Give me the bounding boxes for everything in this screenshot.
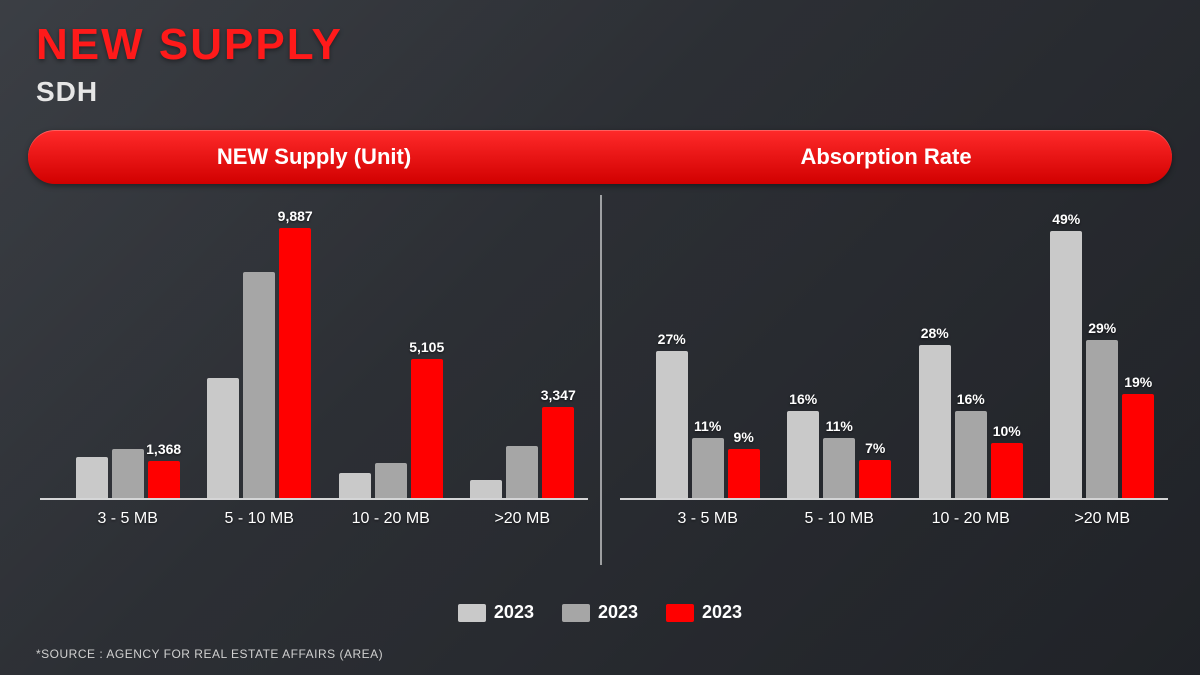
bar (112, 449, 144, 498)
supply-chart: 1,368 3 - 5 MB 9,887 5 - 10 MB 5,105 10 - 20 … (40, 200, 588, 550)
bar: 11% (823, 438, 855, 498)
category-label: 3 - 5 MB (677, 510, 737, 528)
bar: 16% (955, 411, 987, 498)
bar (470, 480, 502, 498)
bar: 3,347 (542, 407, 574, 498)
legend-label: 2023 (598, 602, 638, 623)
section-banner: NEW Supply (Unit) Absorption Rate (28, 130, 1172, 184)
bar-value-label: 9,887 (278, 208, 313, 224)
legend-item: 2023 (666, 602, 742, 623)
category-label: 10 - 20 MB (352, 510, 430, 528)
bar: 27% (656, 351, 688, 498)
bar-group: 27%11%9% (656, 351, 760, 498)
bar: 9,887 (279, 228, 311, 498)
category-label: >20 MB (1074, 510, 1130, 528)
bar (76, 457, 108, 498)
bar-group: 3,347 (470, 407, 574, 498)
chart-divider (600, 195, 602, 565)
page-subtitle: SDH (36, 76, 98, 108)
category-label: >20 MB (494, 510, 550, 528)
absorption-chart: 27%11%9%3 - 5 MB16%11%7%5 - 10 MB28%16%1… (620, 200, 1168, 550)
bar-group: 28%16%10% (919, 345, 1023, 498)
banner-left: NEW Supply (Unit) (28, 130, 600, 184)
bar-value-label: 49% (1052, 211, 1080, 227)
bar-value-label: 29% (1088, 320, 1116, 336)
category-label: 5 - 10 MB (805, 510, 874, 528)
bar-group: 5,105 (339, 359, 443, 498)
bar: 29% (1086, 340, 1118, 498)
bar: 7% (859, 460, 891, 498)
bar-value-label: 28% (921, 325, 949, 341)
legend-label: 2023 (702, 602, 742, 623)
bar: 11% (692, 438, 724, 498)
bar: 5,105 (411, 359, 443, 498)
bar-group: 49%29%19% (1050, 231, 1154, 498)
page-title: NEW SUPPLY (36, 20, 343, 70)
bar-group: 9,887 (207, 228, 311, 498)
bar: 1,368 (148, 461, 180, 498)
bar: 10% (991, 443, 1023, 498)
legend-item: 2023 (458, 602, 534, 623)
bar: 19% (1122, 394, 1154, 498)
legend-swatch (666, 604, 694, 622)
bar-value-label: 11% (826, 418, 853, 434)
source-note: *SOURCE : AGENCY FOR REAL ESTATE AFFAIRS… (36, 647, 383, 661)
bar (506, 446, 538, 498)
bar: 16% (787, 411, 819, 498)
bar: 9% (728, 449, 760, 498)
bar-group: 1,368 (76, 449, 180, 498)
legend-label: 2023 (494, 602, 534, 623)
bar-value-label: 19% (1124, 374, 1152, 390)
bar (375, 463, 407, 498)
bar-value-label: 3,347 (541, 387, 576, 403)
legend-item: 2023 (562, 602, 638, 623)
legend-swatch (458, 604, 486, 622)
banner-right: Absorption Rate (600, 130, 1172, 184)
bar (339, 473, 371, 498)
bar-value-label: 5,105 (409, 339, 444, 355)
bar (207, 378, 239, 498)
bar-value-label: 9% (734, 429, 754, 445)
bar: 49% (1050, 231, 1082, 498)
bar-group: 16%11%7% (787, 411, 891, 498)
bar-value-label: 16% (957, 391, 985, 407)
legend-swatch (562, 604, 590, 622)
bar-value-label: 10% (993, 423, 1021, 439)
bar-value-label: 16% (789, 391, 817, 407)
bar: 28% (919, 345, 951, 498)
bar-value-label: 7% (865, 440, 885, 456)
bar-value-label: 27% (658, 331, 686, 347)
category-label: 10 - 20 MB (932, 510, 1010, 528)
legend: 2023 2023 2023 (0, 602, 1200, 623)
bar-value-label: 1,368 (146, 441, 181, 457)
slide: NEW SUPPLY SDH NEW Supply (Unit) Absorpt… (0, 0, 1200, 675)
category-label: 5 - 10 MB (225, 510, 294, 528)
category-label: 3 - 5 MB (97, 510, 157, 528)
bar-value-label: 11% (694, 418, 721, 434)
bar (243, 272, 275, 498)
